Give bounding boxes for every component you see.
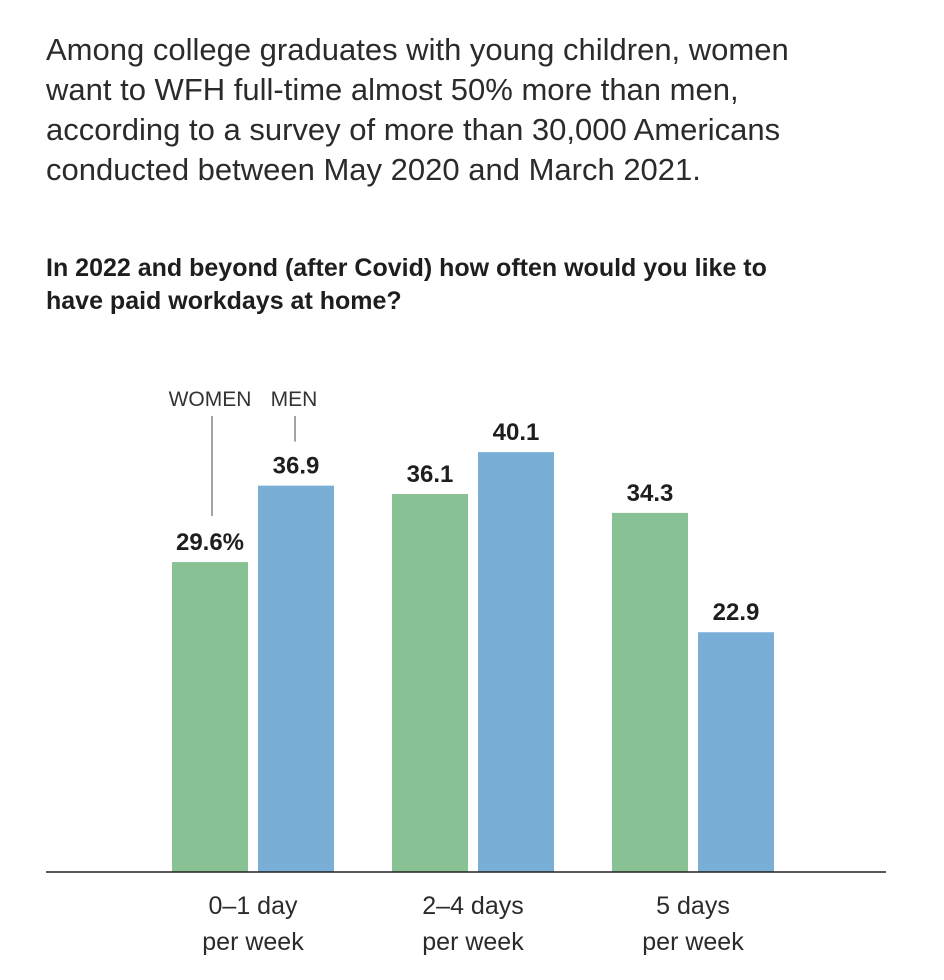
category-label: 2–4 days xyxy=(422,892,523,920)
question-line: In 2022 and beyond (after Covid) how oft… xyxy=(46,254,767,282)
bar-men xyxy=(698,632,774,872)
headline-line: conducted between May 2020 and March 202… xyxy=(46,152,701,187)
category-label: 0–1 day xyxy=(209,892,298,920)
headline-line: want to WFH full-time almost 50% more th… xyxy=(46,72,739,107)
legend-label-women: WOMEN xyxy=(169,388,252,411)
grouped-bar-chart: 29.6% 36.1 34.3 36.9 40.1 22.9 0–1 day per week… xyxy=(46,388,886,956)
category-label: per week xyxy=(422,928,524,956)
data-label: 40.1 xyxy=(493,419,540,446)
bar-women xyxy=(612,512,688,872)
bar-men xyxy=(258,485,334,872)
headline-line: Among college graduates with young child… xyxy=(46,32,789,67)
data-label: 36.9 xyxy=(273,453,320,480)
headline: Among college graduates with young child… xyxy=(46,30,906,190)
chart-question: In 2022 and beyond (after Covid) how oft… xyxy=(46,252,906,318)
data-label: 22.9 xyxy=(713,599,760,626)
category-label: 5 days xyxy=(656,892,730,920)
category-label: per week xyxy=(202,928,304,956)
legend-label-men: MEN xyxy=(271,388,318,411)
bar-women xyxy=(172,562,248,872)
data-label: 36.1 xyxy=(407,461,454,488)
question-line: have paid workdays at home? xyxy=(46,287,402,315)
category-label: per week xyxy=(642,928,744,956)
data-label: 34.3 xyxy=(627,480,674,507)
headline-line: according to a survey of more than 30,00… xyxy=(46,112,781,147)
bar-men xyxy=(478,452,554,872)
bar-women xyxy=(392,494,468,872)
data-label: 29.6% xyxy=(176,529,244,556)
